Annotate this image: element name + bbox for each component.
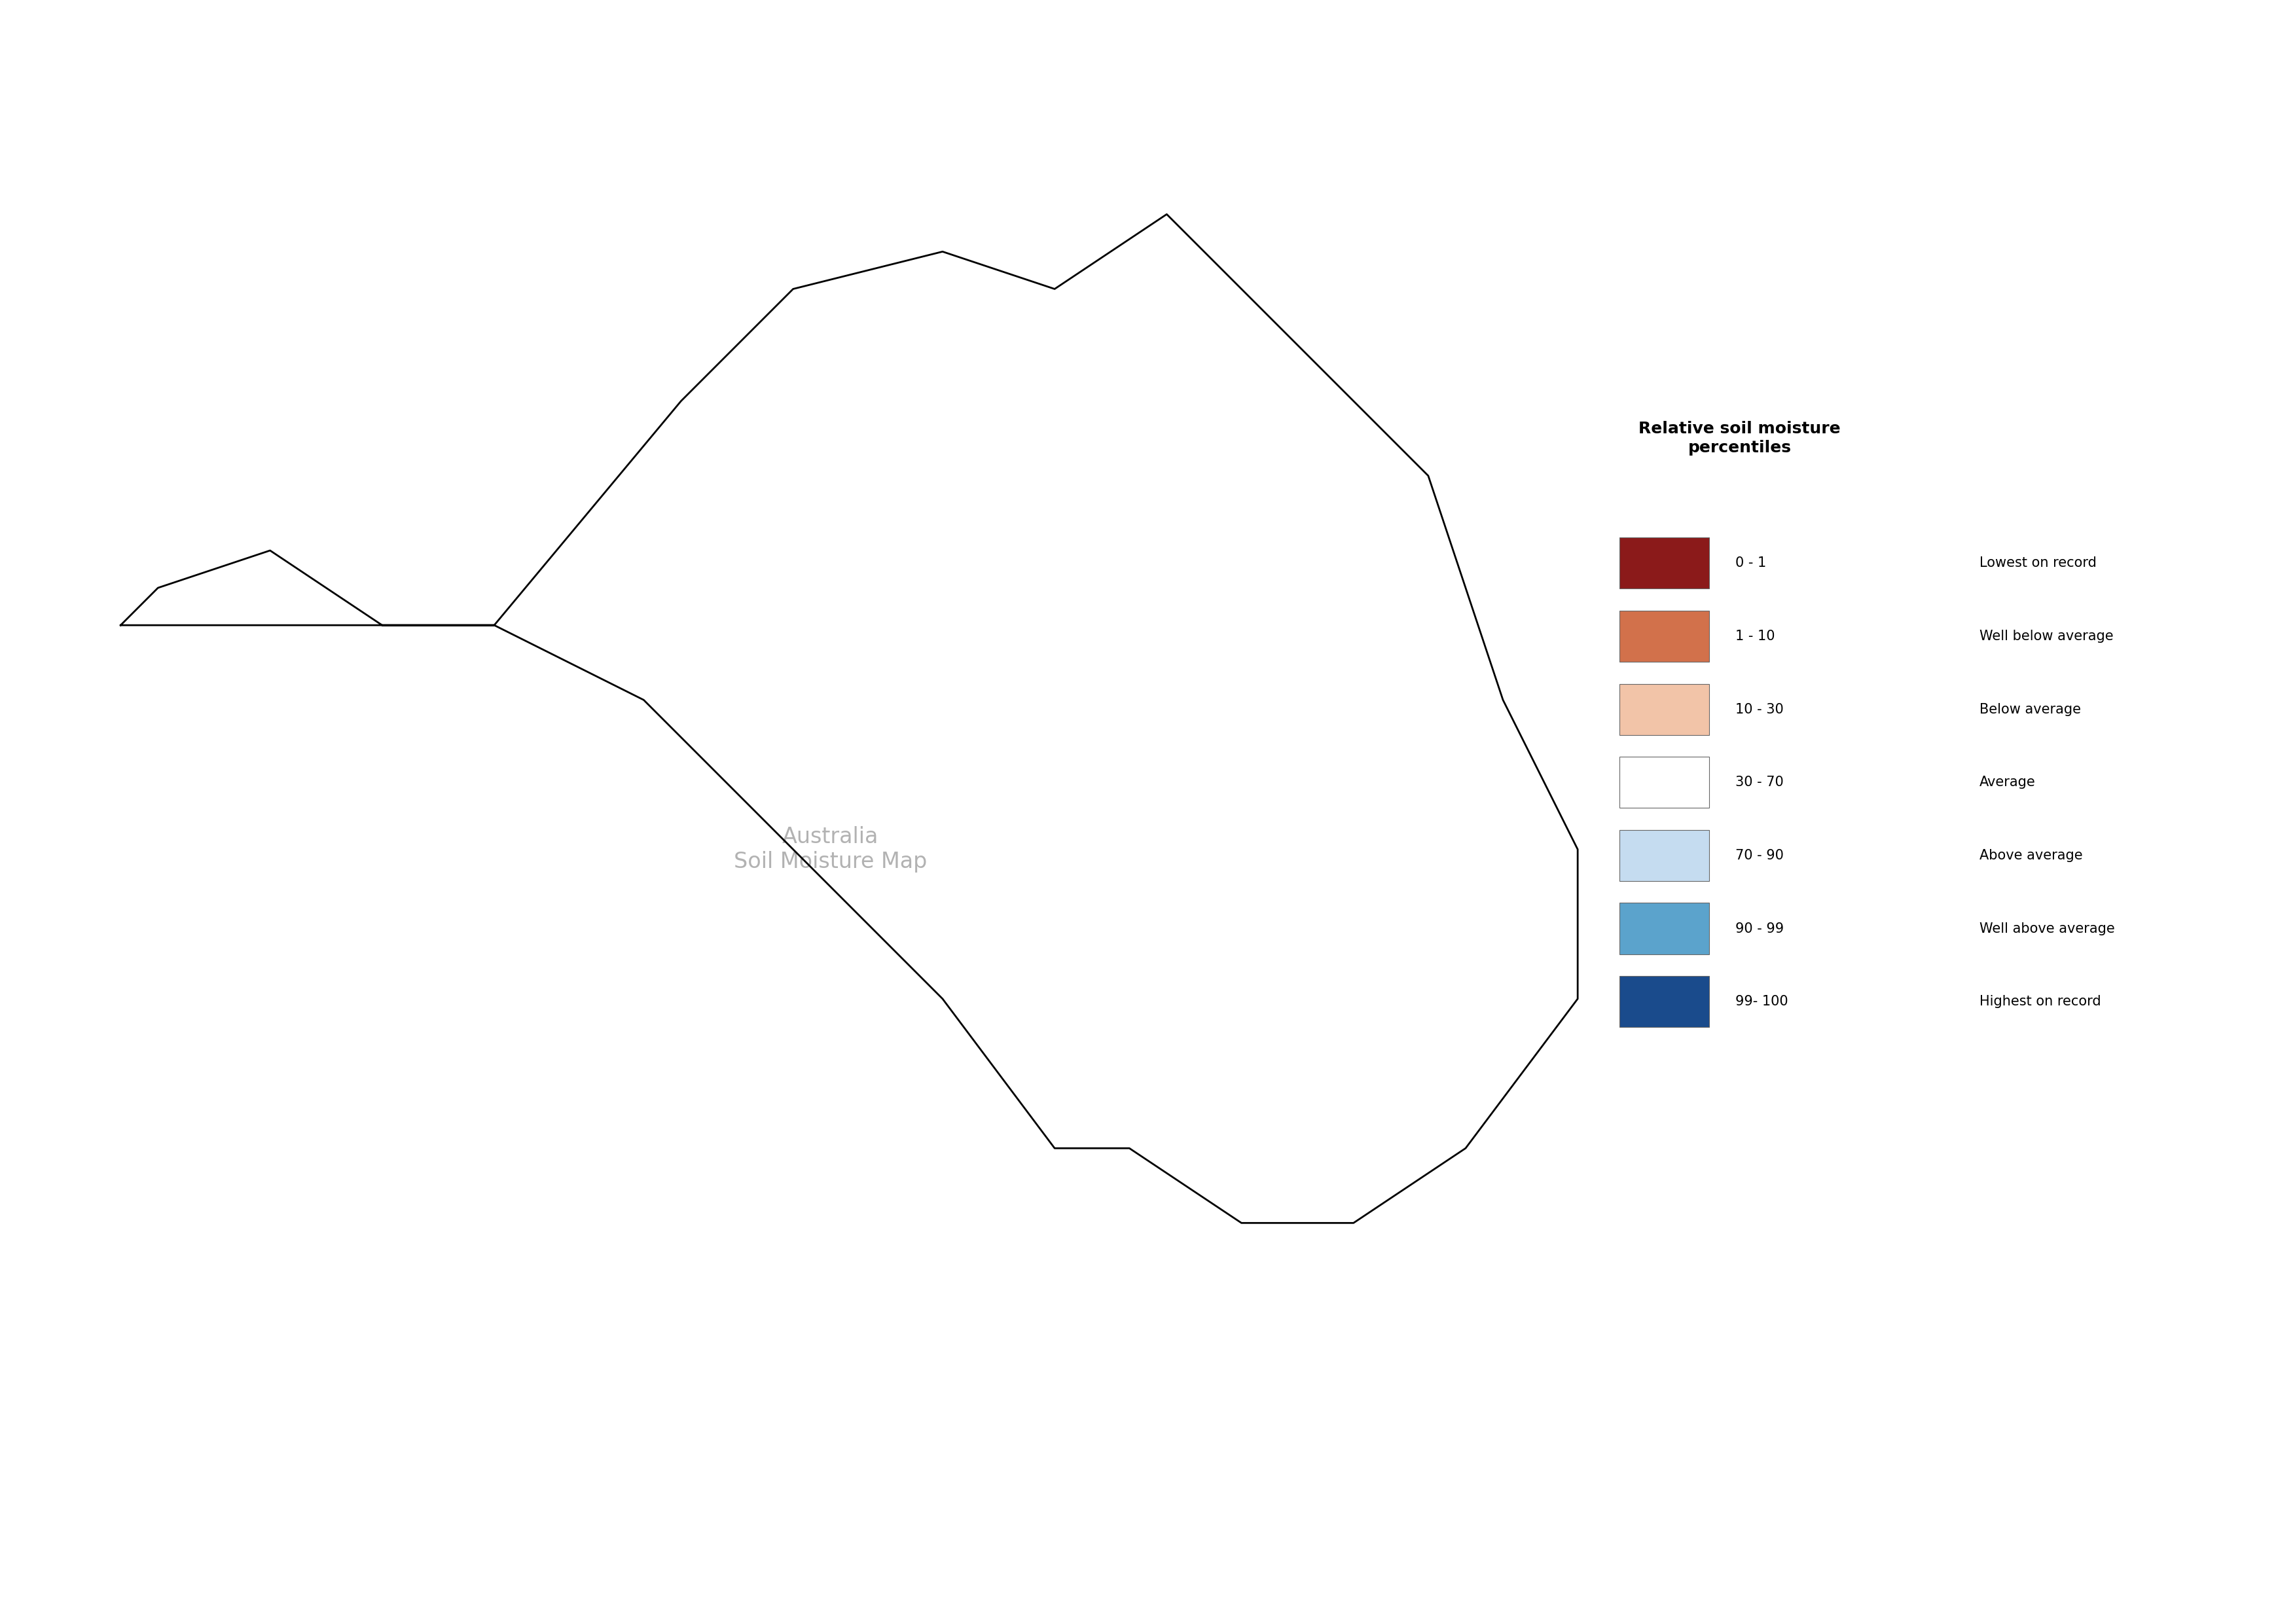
FancyBboxPatch shape [1620,976,1710,1028]
Text: Below average: Below average [1978,703,2082,716]
FancyBboxPatch shape [1620,538,1710,588]
FancyBboxPatch shape [1620,830,1710,880]
Text: Highest on record: Highest on record [1978,996,2100,1009]
Text: Australia
Soil Moisture Map: Australia Soil Moisture Map [734,827,927,872]
Text: Well above average: Well above average [1978,922,2114,935]
Text: 10 - 30: 10 - 30 [1735,703,1783,716]
Text: Lowest on record: Lowest on record [1978,557,2095,570]
FancyBboxPatch shape [1620,684,1710,734]
Text: 0 - 1: 0 - 1 [1735,557,1765,570]
FancyBboxPatch shape [1620,611,1710,663]
Text: Above average: Above average [1978,849,2082,862]
FancyBboxPatch shape [1620,903,1710,955]
Text: 30 - 70: 30 - 70 [1735,776,1783,789]
FancyBboxPatch shape [1620,757,1710,809]
Text: Average: Average [1978,776,2036,789]
Text: 70 - 90: 70 - 90 [1735,849,1783,862]
Text: Relative soil moisture
percentiles: Relative soil moisture percentiles [1639,421,1841,456]
Text: 99- 100: 99- 100 [1735,996,1788,1009]
Text: Well below average: Well below average [1978,630,2114,643]
Text: 90 - 99: 90 - 99 [1735,922,1783,935]
Text: 1 - 10: 1 - 10 [1735,630,1774,643]
